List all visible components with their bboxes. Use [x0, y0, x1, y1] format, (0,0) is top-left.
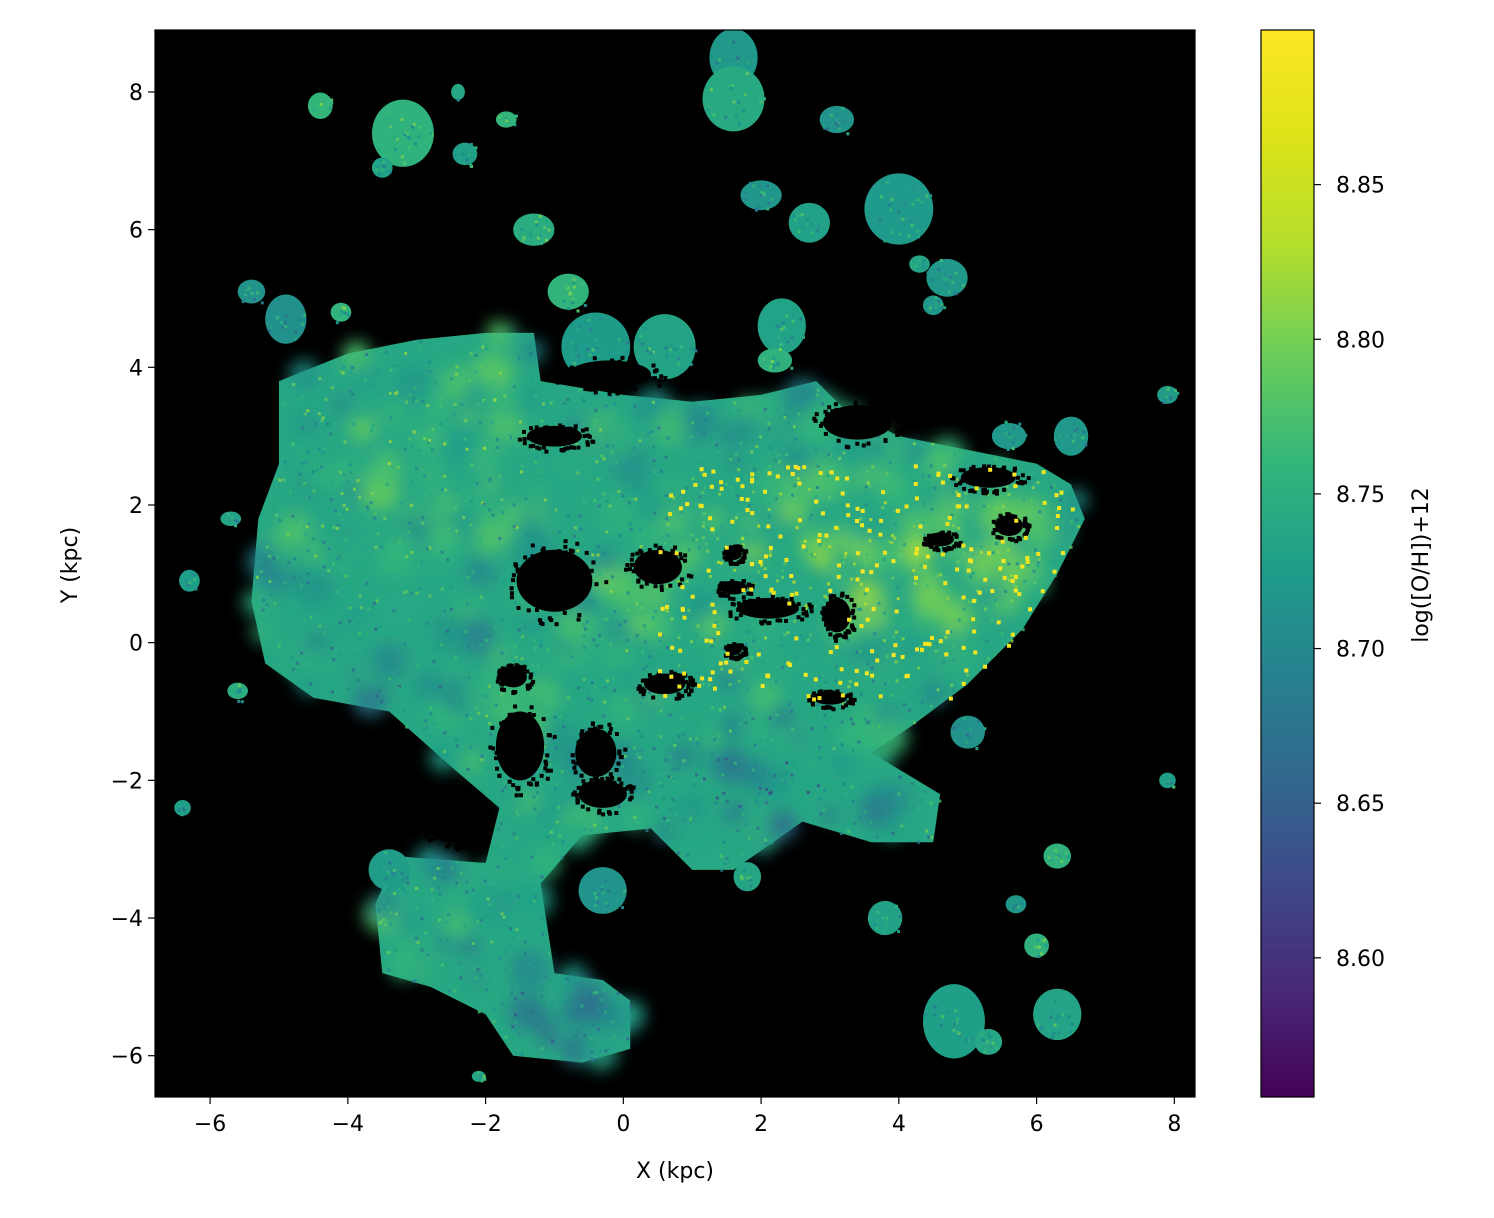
clump: [926, 258, 968, 297]
colorbar-tick-label: 8.60: [1336, 947, 1385, 972]
clump: [867, 900, 903, 936]
colorbar-tick-label: 8.65: [1336, 792, 1385, 817]
clump: [757, 348, 793, 373]
x-tick-label: 0: [616, 1112, 630, 1137]
clump: [864, 173, 934, 245]
y-tick-label: −2: [111, 769, 143, 794]
y-tick-label: 6: [129, 219, 143, 244]
high-metallicity-spots: [658, 464, 1075, 702]
clump: [702, 66, 765, 132]
colorbar-ticks: 8.60 8.65 8.70 8.75 8.80 8.85: [1314, 174, 1385, 972]
clump: [1033, 988, 1082, 1041]
colorbar-tick-label: 8.85: [1336, 174, 1385, 199]
x-tick-label: −4: [332, 1112, 364, 1137]
colorbar-tick-label: 8.75: [1336, 483, 1385, 508]
x-tick-label: 4: [892, 1112, 906, 1137]
y-axis-label: Y (kpc): [58, 527, 83, 604]
y-tick-label: 2: [129, 494, 143, 519]
y-tick-label: 8: [129, 81, 143, 106]
clump: [922, 295, 944, 316]
clump: [471, 1070, 486, 1082]
x-tick-label: 6: [1030, 1112, 1044, 1137]
outer-clumps: [174, 30, 1180, 1083]
x-tick-label: −2: [469, 1112, 501, 1137]
clump: [371, 157, 393, 178]
x-axis-label: X (kpc): [636, 1159, 714, 1184]
x-axis-ticks: −6 −4 −2 0 2 4 6 8: [194, 1097, 1181, 1137]
metallicity-map-image: [174, 30, 1180, 1083]
y-tick-label: 4: [129, 356, 143, 381]
y-tick-label: −6: [111, 1045, 143, 1070]
colorbar-label: log([O/H])+12: [1409, 487, 1434, 643]
clump: [452, 142, 478, 166]
x-tick-label: −6: [194, 1112, 226, 1137]
plot-frame: [154, 29, 1196, 1098]
clump: [237, 279, 266, 304]
masked-regions: [424, 355, 1032, 852]
texture-layer: [242, 320, 1089, 1071]
clump: [819, 105, 855, 134]
x-tick-label: 8: [1167, 1112, 1181, 1137]
y-tick-label: −4: [111, 907, 143, 932]
colorbar-tick-label: 8.70: [1336, 638, 1385, 663]
x-tick-label: 2: [754, 1112, 768, 1137]
colorbar-tick-label: 8.80: [1336, 328, 1385, 353]
y-axis-ticks: −6 −4 −2 0 2 4 6 8: [111, 81, 155, 1070]
colorbar: [1260, 29, 1315, 1098]
clump: [371, 99, 434, 167]
y-tick-label: 0: [129, 632, 143, 657]
